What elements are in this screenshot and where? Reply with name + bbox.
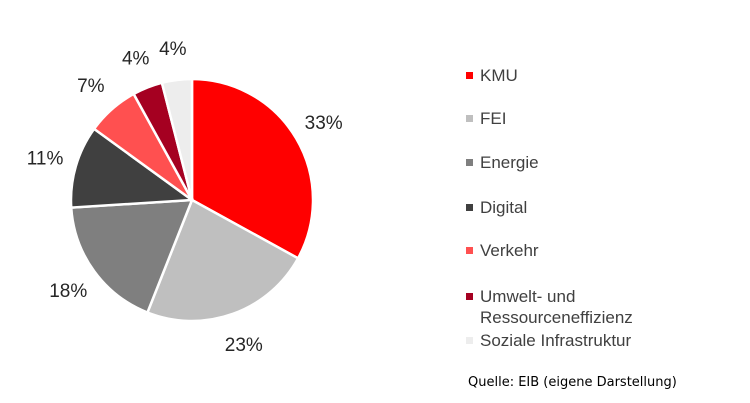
pie-labels: 33% 23% 18% 11% 7% 4% 4%: [27, 39, 343, 356]
legend-label: KMU: [480, 66, 518, 85]
legend-swatch: [466, 293, 473, 300]
pie-slice-digital: [69, 127, 196, 209]
legend-label: Verkehr: [480, 241, 539, 260]
pie-slice-fei: [145, 198, 300, 323]
legend-label: Umwelt- und Ressourceneffizienz: [480, 287, 633, 327]
legend-label: FEI: [480, 109, 507, 128]
pie-chart: 33% 23% 18% 11% 7% 4% 4%: [27, 39, 343, 356]
pie-slices: [69, 77, 315, 323]
legend-item-energie: Energie: [466, 152, 726, 173]
legend-swatch: [466, 72, 473, 79]
legend-item-soziale: Soziale Infrastruktur: [466, 330, 726, 351]
pie-label: 11%: [27, 148, 64, 169]
pie-label: 23%: [225, 335, 263, 356]
legend-swatch: [466, 337, 473, 344]
legend-swatch: [466, 247, 473, 254]
pie-label: 33%: [305, 113, 343, 134]
pie-label: 7%: [77, 76, 105, 97]
pie-slice-soziale: [160, 77, 194, 201]
pie-label: 18%: [49, 281, 87, 302]
legend-item-verkehr: Verkehr: [466, 240, 726, 261]
pie-slice-energie: [69, 198, 194, 315]
pie-label: 4%: [122, 49, 150, 70]
legend-label: Energie: [480, 153, 539, 172]
legend-label: Digital: [480, 198, 528, 217]
legend-swatch: [466, 159, 473, 166]
source-note: Quelle: EIB (eigene Darstellung): [468, 375, 677, 390]
legend-swatch: [466, 204, 473, 211]
legend-item-umwelt: Umwelt- und Ressourceneffizienz: [466, 286, 726, 328]
legend-item-kmu: KMU: [466, 65, 726, 86]
pie-slice-kmu: [190, 77, 315, 260]
legend-label: Soziale Infrastruktur: [480, 331, 632, 350]
legend-item-digital: Digital: [466, 197, 726, 218]
legend-swatch: [466, 115, 473, 122]
legend-item-fei: FEI: [466, 108, 726, 129]
pie-label: 4%: [159, 39, 187, 60]
